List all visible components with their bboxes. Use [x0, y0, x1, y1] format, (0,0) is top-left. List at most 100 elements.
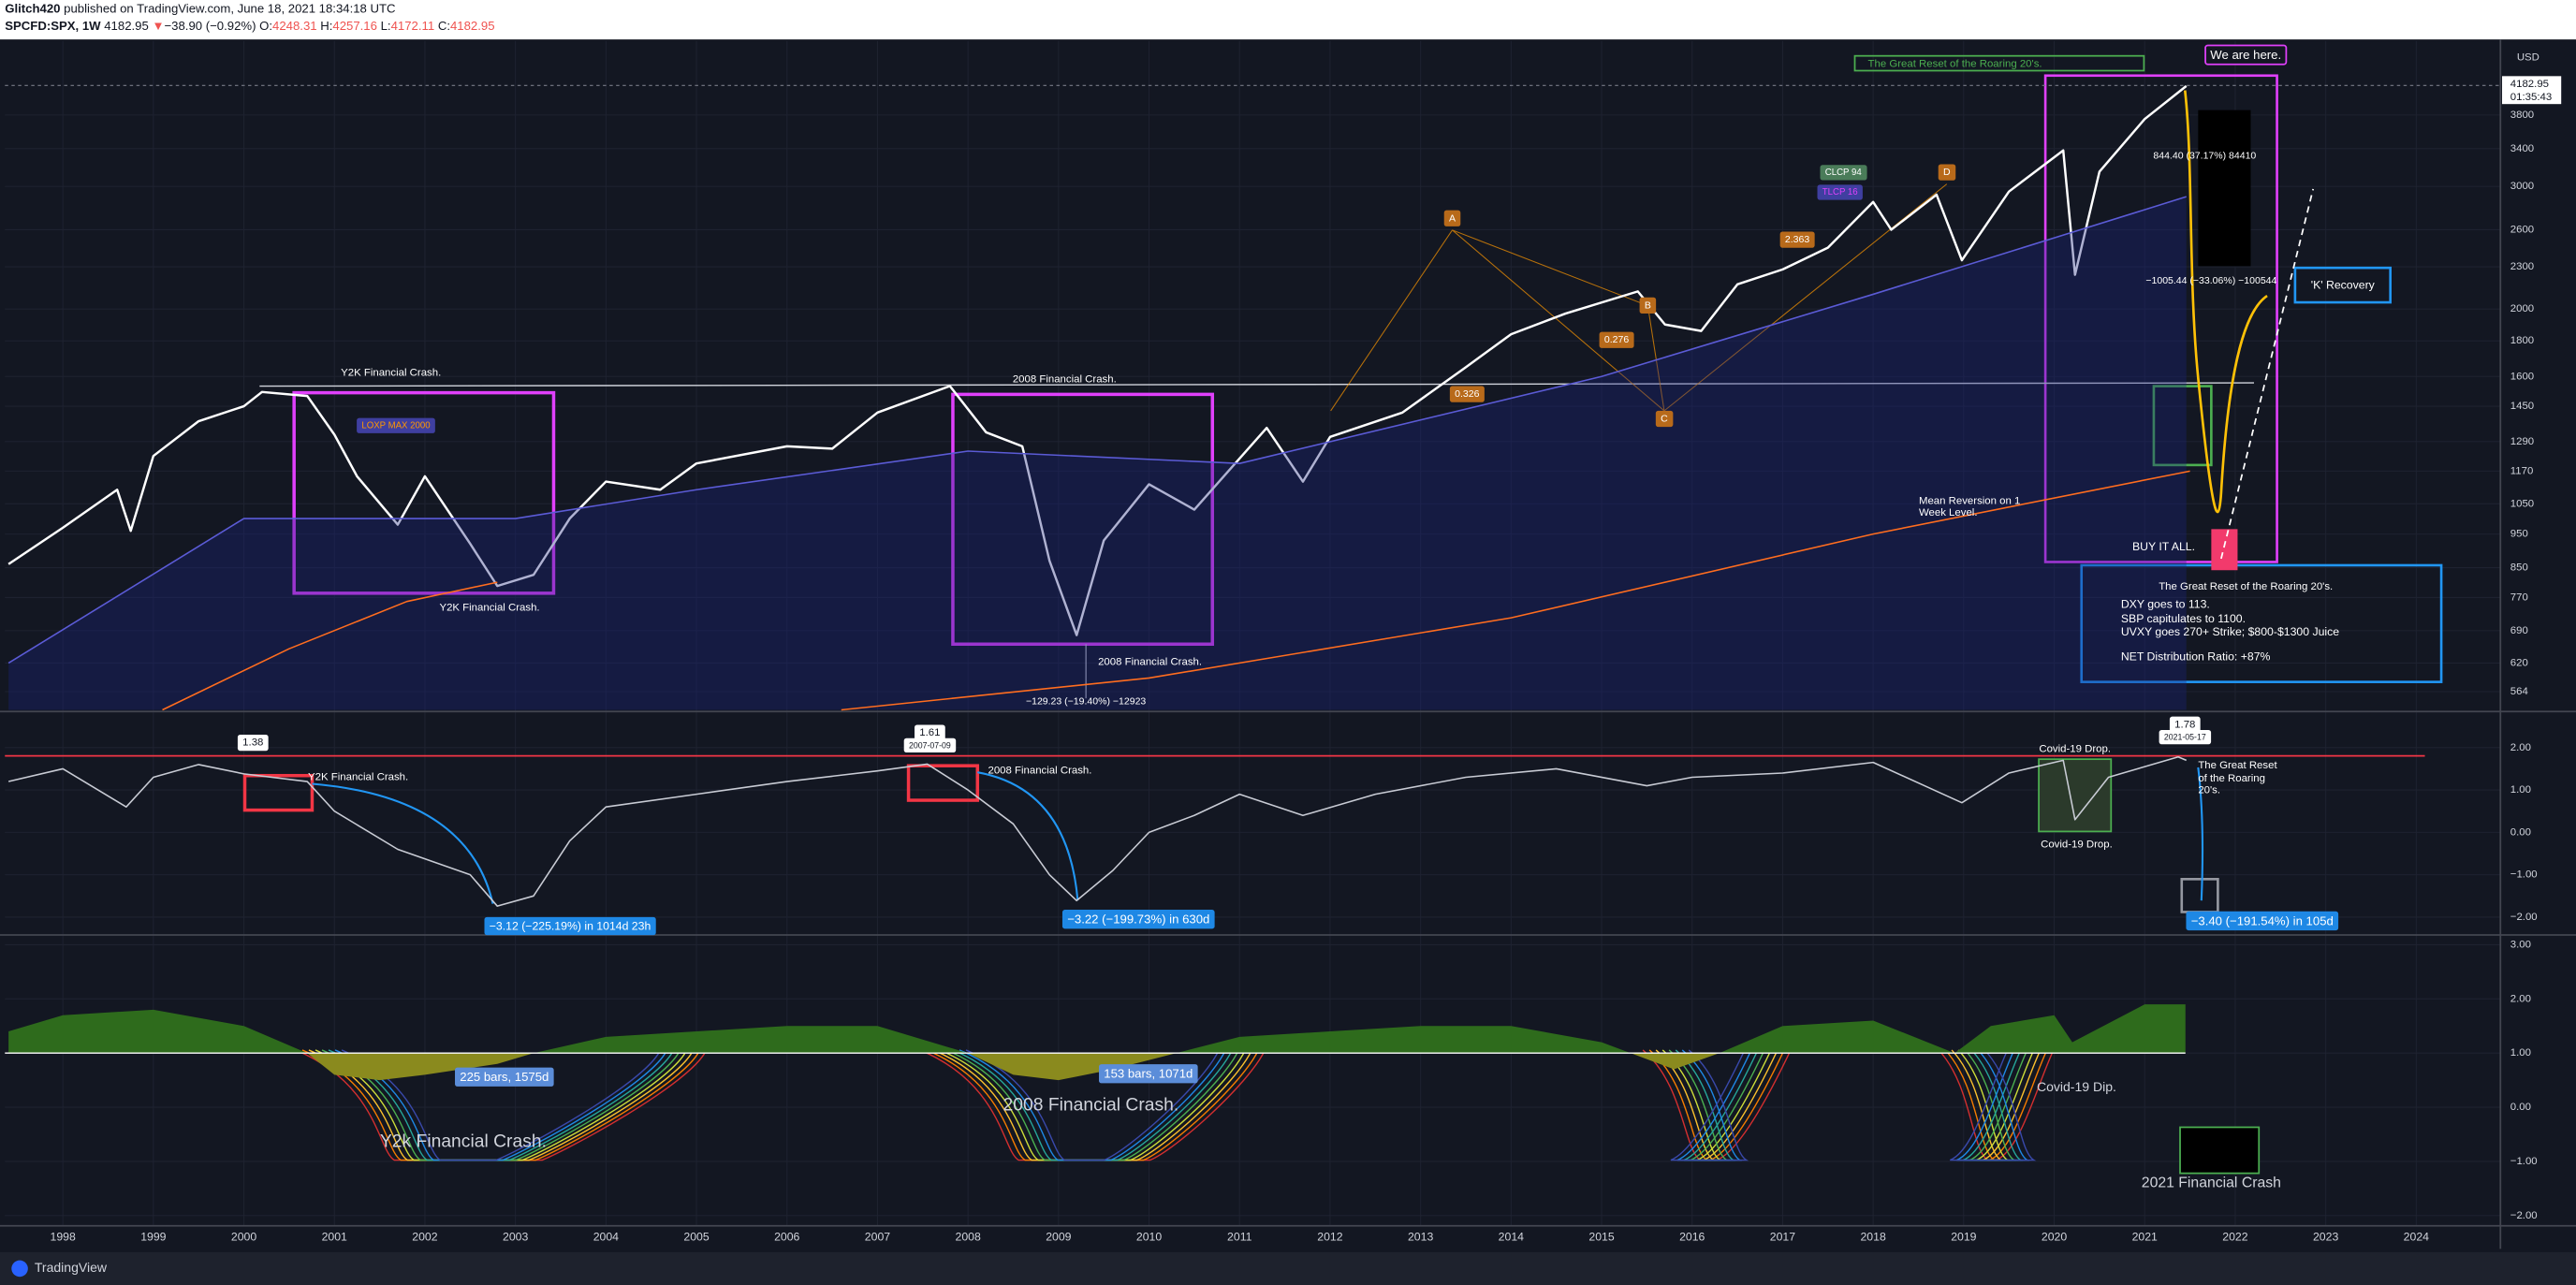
y-tick-label: 3.00 [2510, 939, 2531, 950]
ribbon [308, 1049, 695, 1161]
l-label: L: [381, 19, 391, 33]
y-tick-label: 950 [2510, 529, 2528, 540]
ribbon [295, 1049, 708, 1161]
annotation: 1.38 [242, 737, 263, 749]
l-value: 4172.11 [391, 19, 435, 33]
x-tick-label: 2000 [231, 1230, 256, 1243]
annotation: Y2k Financial Crash. [380, 1132, 547, 1151]
y-tick-label: 620 [2510, 657, 2528, 668]
annotation: Week Level. [1919, 507, 1978, 518]
ribbon [334, 1049, 668, 1161]
annotation: Mean Reversion on 1 [1919, 496, 2020, 507]
box [242, 773, 315, 812]
annotation: Covid-19 Drop. [2041, 839, 2113, 850]
y-tick-label: 0.00 [2510, 1102, 2531, 1113]
x-tick-label: 2022 [2222, 1230, 2247, 1243]
annotation: −1005.44 (−33.06%) −100544 [2145, 275, 2276, 286]
y-tick-label: 3400 [2510, 143, 2534, 154]
x-tick-label: 2020 [2042, 1230, 2067, 1243]
box [2080, 563, 2443, 683]
symbol-line: SPCFD:SPX, 1W 4182.95 ▼−38.90 (−0.92%) O… [5, 19, 494, 33]
box [2043, 74, 2278, 563]
annotation: SBP capitulates to 1100. [2121, 612, 2246, 625]
annotation-bg [2186, 911, 2339, 931]
annotation-bg [1443, 210, 1461, 226]
y-tick-label: 850 [2510, 562, 2528, 574]
o-value: 4248.31 [272, 19, 317, 33]
x-tick-label: 2011 [1227, 1230, 1252, 1243]
annotation-bg [2204, 44, 2288, 66]
h-value: 4257.16 [332, 19, 377, 33]
y-tick-label: 3800 [2510, 110, 2534, 121]
area-up [8, 1004, 2186, 1054]
annotation: B [1645, 299, 1651, 311]
annotation: The Great Reset of the Roaring 20's. [2159, 581, 2333, 592]
annotation: −3.40 (−191.54%) in 105d [2191, 913, 2334, 927]
annotation: 844.40 (37.17%) 84410 [2153, 151, 2256, 162]
x-tick-label: 2003 [503, 1230, 528, 1243]
header-line: Glitch420 published on TradingView.com, … [5, 2, 395, 16]
x-tick-label: 2013 [1408, 1230, 1433, 1243]
ma-fill [8, 197, 2187, 710]
y-tick-label: 0.00 [2510, 826, 2531, 838]
annotation: 2007-07-09 [909, 740, 951, 750]
annotation: D [1943, 167, 1951, 178]
y-tick-label: 2.00 [2510, 993, 2531, 1004]
y-tick-label: 770 [2510, 591, 2528, 603]
ribbon [301, 1049, 701, 1161]
annotation: −3.22 (−199.73%) in 630d [1067, 913, 1209, 927]
annotation: We are here. [2210, 48, 2281, 62]
annotation-bg [1779, 231, 1815, 248]
annotation: 2021 Financial Crash [2142, 1175, 2281, 1190]
x-tick-label: 2007 [865, 1230, 890, 1243]
y-tick-label: 1050 [2510, 498, 2534, 509]
ribbon [328, 1049, 675, 1161]
x-tick-label: 2002 [412, 1230, 437, 1243]
drawings [0, 39, 2576, 1285]
annotation-bg [1820, 165, 1867, 181]
y-tick-label: 564 [2510, 686, 2529, 697]
y-tick-label: 2300 [2510, 261, 2534, 272]
x-tick-label: 2015 [1588, 1230, 1614, 1243]
y-tick-label: 2.00 [2510, 742, 2531, 753]
annotation-bg [903, 737, 957, 753]
x-tick-label: 2017 [1770, 1230, 1795, 1243]
annotation-bg [357, 417, 435, 433]
box [2038, 758, 2113, 833]
annotation: BUY IT ALL. [2132, 540, 2195, 553]
x-tick-label: 2012 [1317, 1230, 1342, 1243]
annotation: 153 bars, 1071d [1104, 1067, 1193, 1081]
annotation-bg [1817, 184, 1863, 200]
c-label: C: [438, 19, 450, 33]
y-tick-label: −1.00 [2510, 1156, 2538, 1167]
box [2152, 385, 2213, 467]
annotation: of the Roaring [2198, 773, 2265, 784]
annotation: 'K' Recovery [2311, 279, 2376, 292]
x-tick-label: 2016 [1679, 1230, 1705, 1243]
published: published on TradingView.com, June 18, 2… [60, 2, 395, 16]
projection [2183, 90, 2268, 514]
annotation: 2008 Financial Crash. [988, 765, 1092, 776]
annotation: The Great Reset of the Roaring 20's. [1868, 58, 2042, 69]
x-tick-label: 2021 [2132, 1230, 2158, 1243]
annotation-bg [1639, 297, 1657, 314]
box [1853, 54, 2145, 72]
box [292, 390, 556, 595]
o-label: O: [259, 19, 272, 33]
symbol: SPCFD:SPX, 1W [5, 19, 101, 33]
annotation: NET Distribution Ratio: +87% [2121, 650, 2271, 664]
x-tick-label: 2008 [956, 1230, 981, 1243]
last-price: 4182.95 [2510, 79, 2549, 90]
countdown: 01:35:43 [2510, 92, 2552, 103]
annotation: Y2K Financial Crash. [439, 603, 539, 614]
x-tick-label: 2024 [2404, 1230, 2429, 1243]
series-line [7, 196, 2187, 664]
arrow: ▼ [152, 19, 164, 33]
y-tick-label: 1600 [2510, 371, 2534, 382]
annotation: Y2K Financial Crash. [341, 368, 441, 379]
y-tick-label: 2600 [2510, 224, 2534, 235]
plot [5, 84, 2190, 1081]
annotation-bg [1061, 910, 1215, 929]
annotation-bg [1099, 1064, 1198, 1084]
